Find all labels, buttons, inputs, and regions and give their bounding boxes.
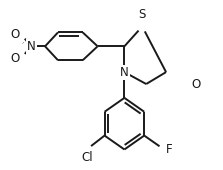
Text: O: O (10, 52, 19, 65)
Text: F: F (166, 143, 173, 156)
Text: Cl: Cl (81, 151, 93, 164)
Text: N: N (27, 40, 35, 53)
Text: S: S (138, 7, 146, 21)
Text: O: O (192, 78, 201, 90)
Text: N: N (120, 66, 129, 79)
Text: O: O (10, 28, 19, 41)
